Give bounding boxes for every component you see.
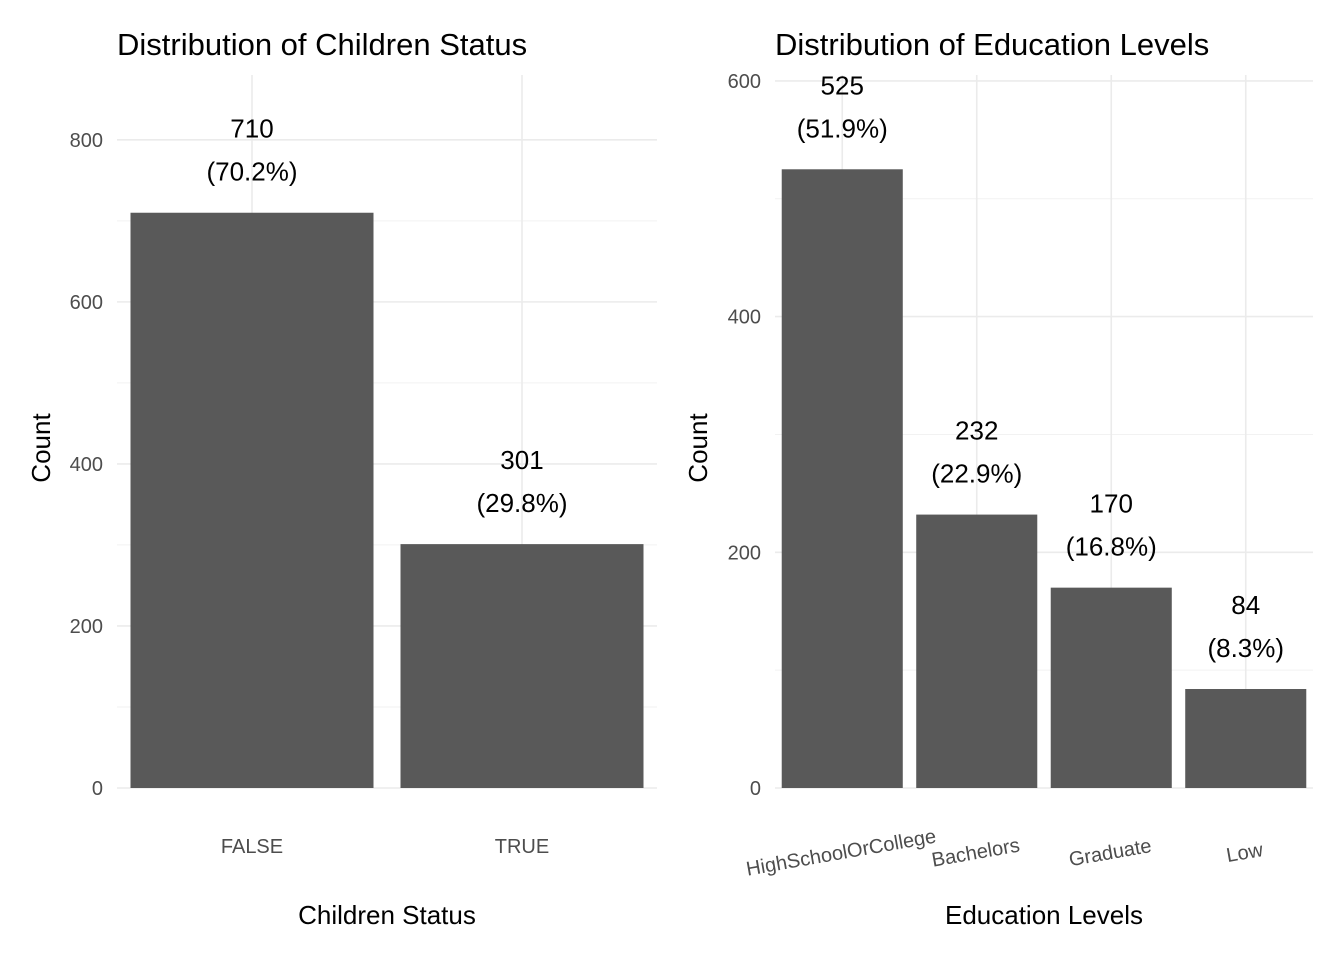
bar <box>400 544 644 788</box>
chart-title: Distribution of Children Status <box>117 27 527 62</box>
percent-label: (70.2%) <box>206 157 297 187</box>
bar <box>130 212 374 788</box>
value-label: 301 <box>500 445 543 475</box>
y-tick-label: 400 <box>70 454 103 476</box>
bars <box>130 212 644 788</box>
education-levels-panel: Distribution of Education Levels Count E… <box>683 27 1313 930</box>
value-label: 170 <box>1090 489 1133 519</box>
chart-title: Distribution of Education Levels <box>775 27 1209 62</box>
bar <box>1185 689 1307 788</box>
x-axis-title: Children Status <box>298 900 476 930</box>
y-tick-labels: 0 200 400 600 <box>728 71 761 800</box>
y-axis-title: Count <box>26 413 56 483</box>
x-tick-label: HighSchoolOrCollege <box>745 826 938 881</box>
y-tick-label: 600 <box>70 292 103 314</box>
data-labels: 710 (70.2%) 301 (29.8%) <box>206 114 567 518</box>
data-labels: 525 (51.9%) 232 (22.9%) 170 (16.8%) 84 (8.3%) <box>797 70 1284 663</box>
x-tick-label: Graduate <box>1067 835 1153 871</box>
percent-label: (29.8%) <box>476 488 567 518</box>
bars <box>781 169 1307 788</box>
x-tick-labels: FALSE TRUE <box>221 836 549 858</box>
bar <box>1050 587 1172 788</box>
y-axis-title: Count <box>683 413 713 483</box>
value-label: 84 <box>1231 590 1260 620</box>
x-tick-label: TRUE <box>495 836 549 858</box>
y-tick-label: 400 <box>728 307 761 329</box>
percent-label: (22.9%) <box>931 459 1022 489</box>
y-tick-label: 600 <box>728 71 761 93</box>
y-tick-label: 0 <box>92 778 103 800</box>
value-label: 525 <box>821 70 864 100</box>
value-label: 232 <box>955 416 998 446</box>
children-status-panel: Distribution of Children Status Count Ch… <box>26 27 657 930</box>
y-tick-label: 200 <box>728 542 761 564</box>
percent-label: (51.9%) <box>797 113 888 143</box>
x-tick-label: Low <box>1225 839 1266 867</box>
y-tick-label: 0 <box>750 778 761 800</box>
percent-label: (8.3%) <box>1207 633 1284 663</box>
percent-label: (16.8%) <box>1066 532 1157 562</box>
x-axis-title: Education Levels <box>945 900 1143 930</box>
bar <box>781 169 903 788</box>
y-tick-label: 800 <box>70 130 103 152</box>
x-tick-label: Bachelors <box>930 835 1021 872</box>
value-label: 710 <box>230 114 273 144</box>
bar <box>916 514 1038 788</box>
y-tick-labels: 0 200 400 600 800 <box>70 130 103 800</box>
y-tick-label: 200 <box>70 616 103 638</box>
x-tick-label: FALSE <box>221 836 283 858</box>
